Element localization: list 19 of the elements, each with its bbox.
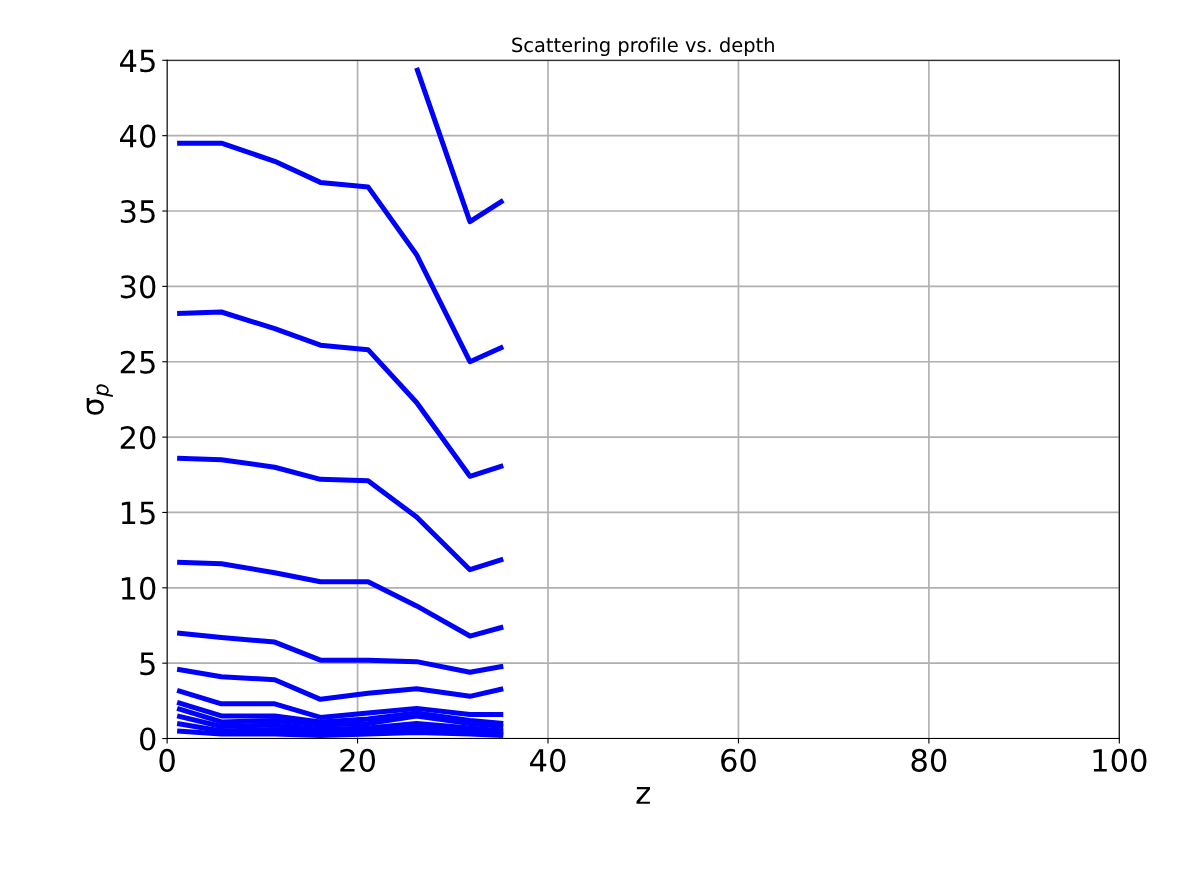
- x-tick-label: 80: [911, 748, 947, 772]
- y-tick-label: 35: [120, 199, 155, 224]
- y-tick-label: 25: [120, 350, 155, 374]
- y-tick-label: 30: [120, 275, 156, 299]
- x-axis-title: z: [636, 787, 650, 804]
- y-tick-label: 0: [139, 727, 156, 751]
- y-tick-label: 15: [121, 501, 155, 525]
- y-tick-label: 45: [120, 49, 155, 73]
- y-tick-label: 5: [140, 652, 155, 676]
- x-tick-label: 0: [159, 748, 175, 772]
- x-tick-label: 60: [721, 748, 756, 772]
- y-tick-label: 40: [120, 124, 156, 148]
- y-tick-label: 20: [120, 426, 156, 450]
- y-tick-label: 10: [121, 576, 156, 600]
- chart-title: Scattering profile vs. depth: [512, 37, 774, 57]
- y-axis-title: σ$_{p}$: [86, 384, 113, 415]
- x-tick-label: 20: [340, 748, 375, 772]
- x-tick-label: 100: [1093, 748, 1147, 772]
- x-tick-label: 40: [530, 748, 566, 772]
